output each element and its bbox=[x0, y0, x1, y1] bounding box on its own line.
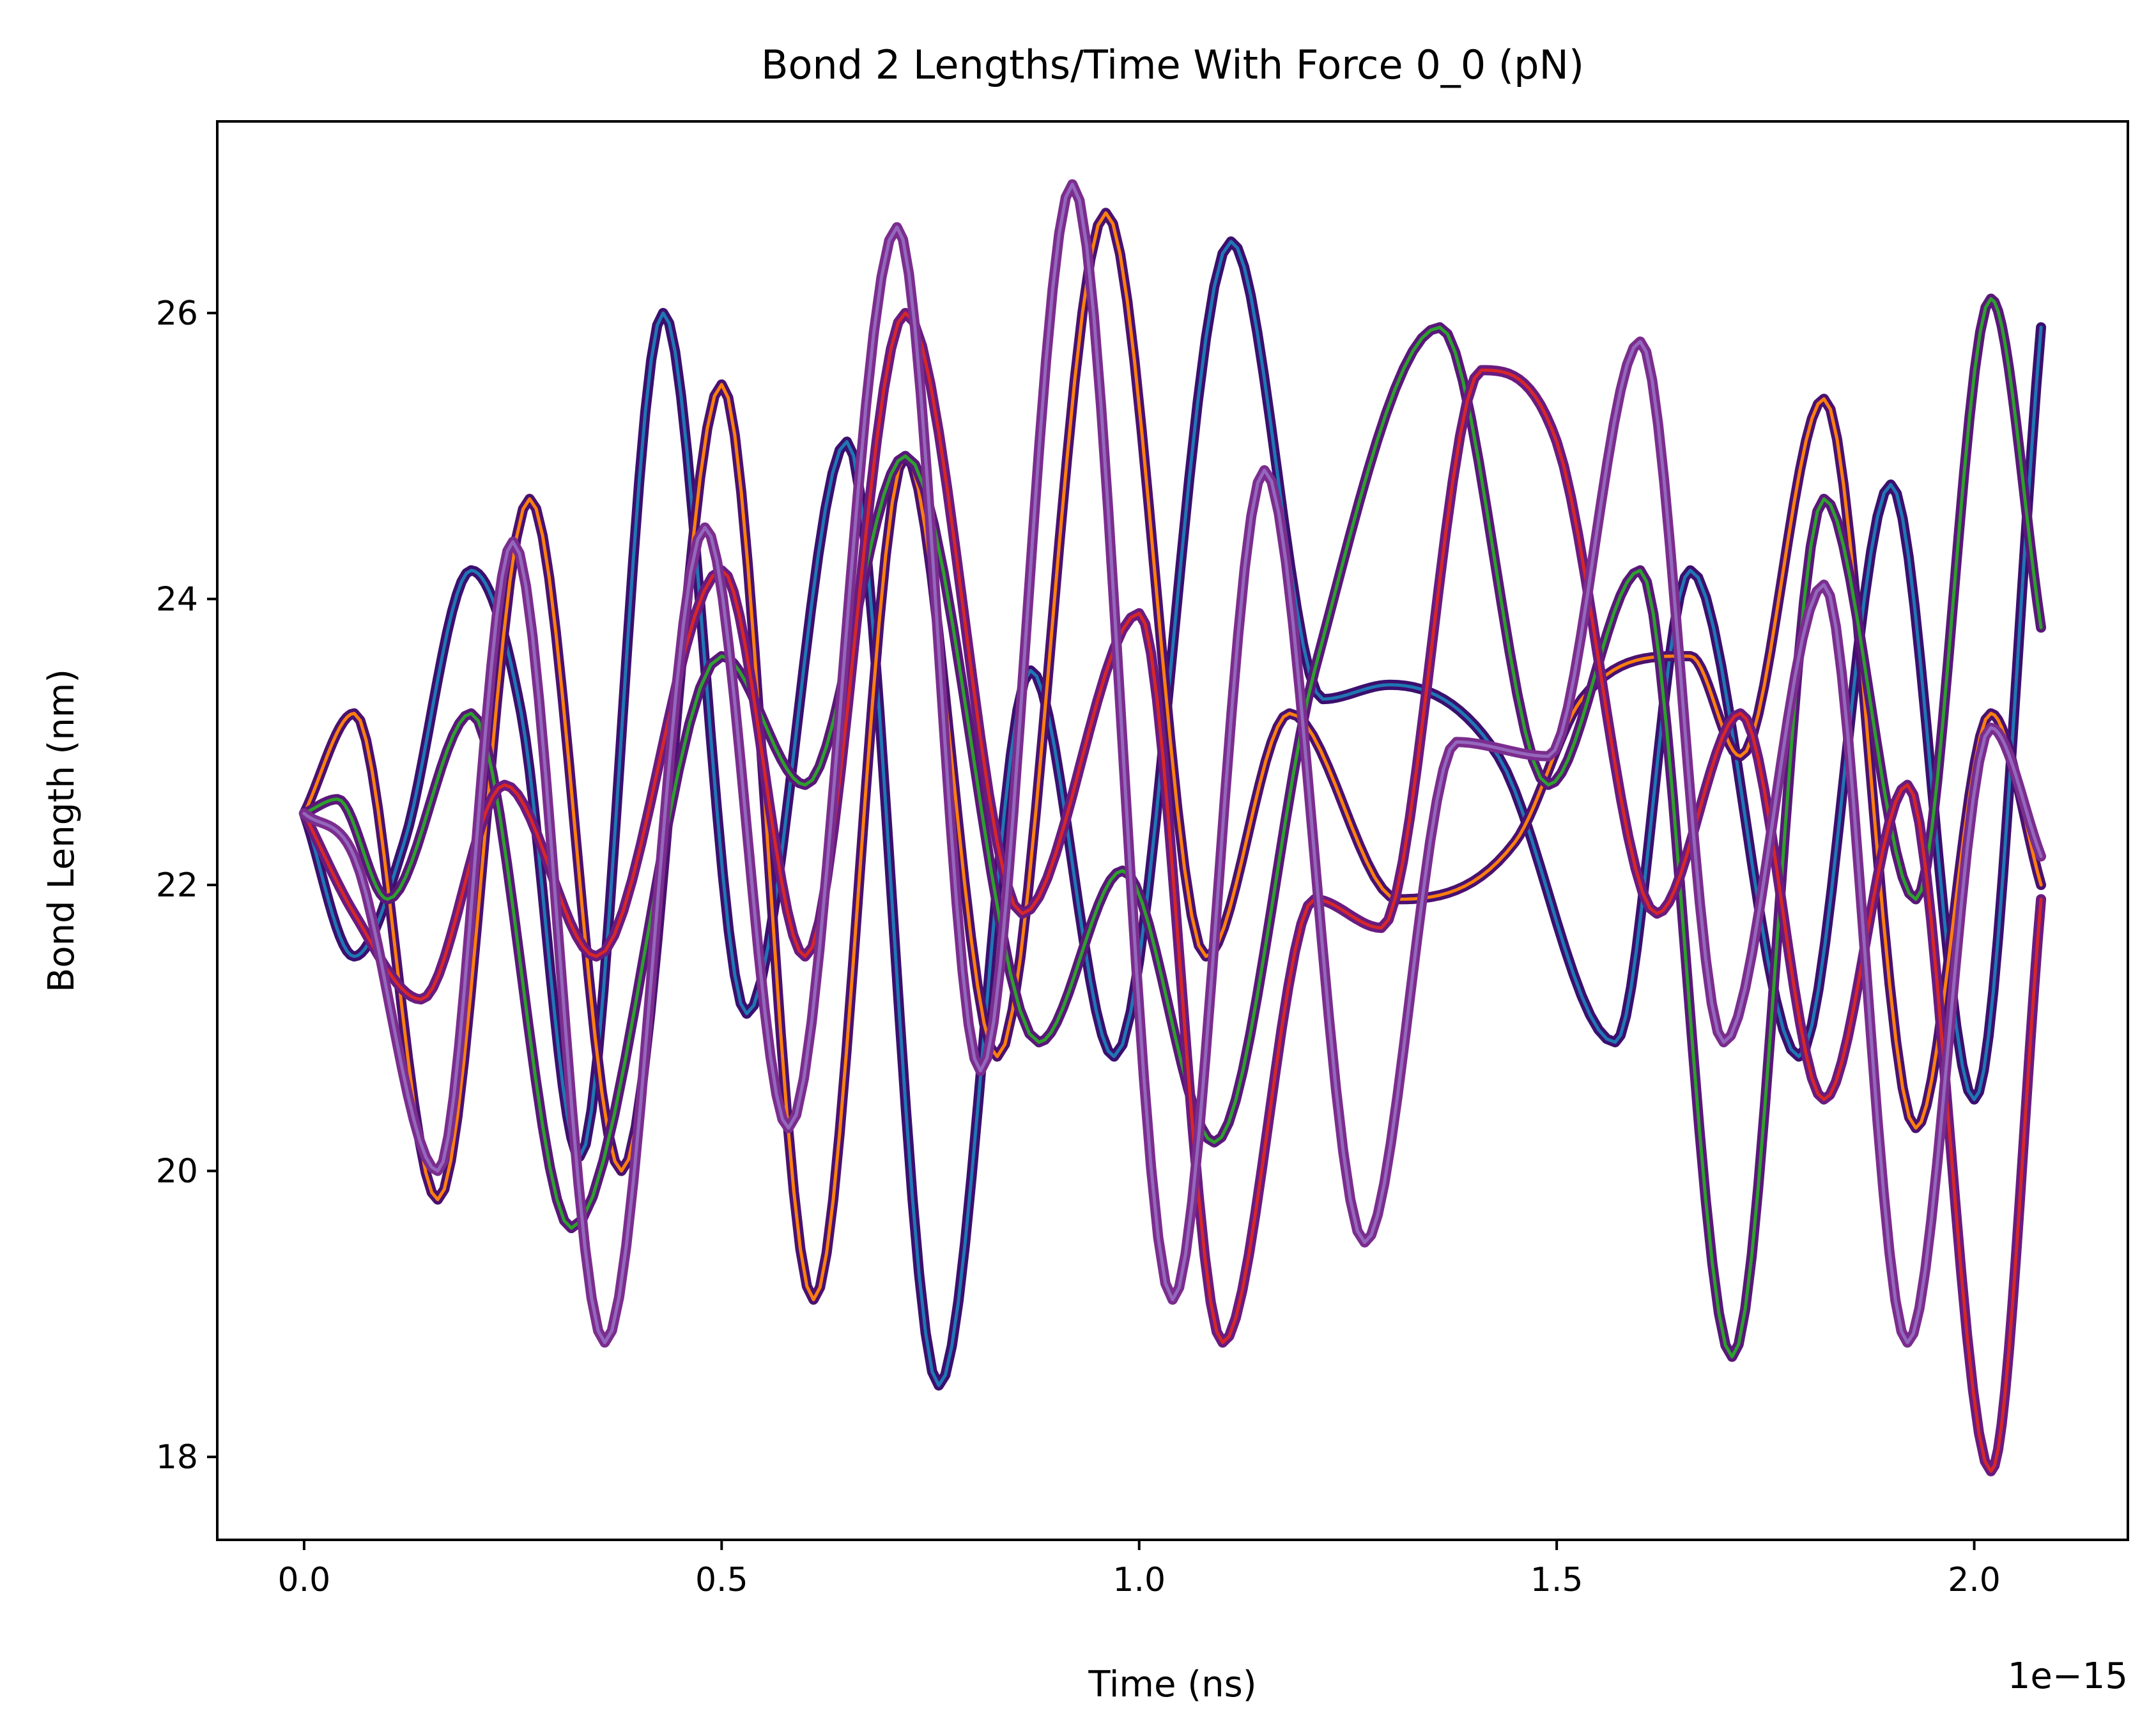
series-line-2 bbox=[302, 211, 2043, 1302]
y-tick-label: 22 bbox=[156, 866, 198, 905]
y-tick-label: 26 bbox=[156, 295, 198, 333]
x-offset-label: 1e−15 bbox=[2008, 1655, 2128, 1697]
y-tick-label: 24 bbox=[156, 580, 198, 618]
x-tick-label: 0.5 bbox=[695, 1561, 748, 1599]
x-tick-label: 1.0 bbox=[1113, 1561, 1166, 1599]
y-tick-label: 20 bbox=[156, 1153, 198, 1191]
y-tick-label: 18 bbox=[156, 1438, 198, 1477]
series-layer bbox=[298, 179, 2047, 1477]
y-axis-label: Bond Length (nm) bbox=[41, 669, 82, 992]
x-tick-label: 2.0 bbox=[1948, 1561, 2001, 1599]
chart-title: Bond 2 Lengths/Time With Force 0_0 (pN) bbox=[761, 42, 1584, 88]
series-line-5 bbox=[302, 183, 2043, 1344]
x-tick-label: 1.5 bbox=[1530, 1561, 1583, 1599]
x-tick-label: 0.0 bbox=[278, 1561, 331, 1599]
series-line-4 bbox=[302, 311, 2043, 1473]
x-axis-label: Time (ns) bbox=[1088, 1664, 1256, 1705]
plot-frame bbox=[216, 120, 2129, 1541]
ticks-layer: 0.0 0.5 1.0 1.5 2.0 18 20 22 24 26 bbox=[156, 295, 2001, 1599]
